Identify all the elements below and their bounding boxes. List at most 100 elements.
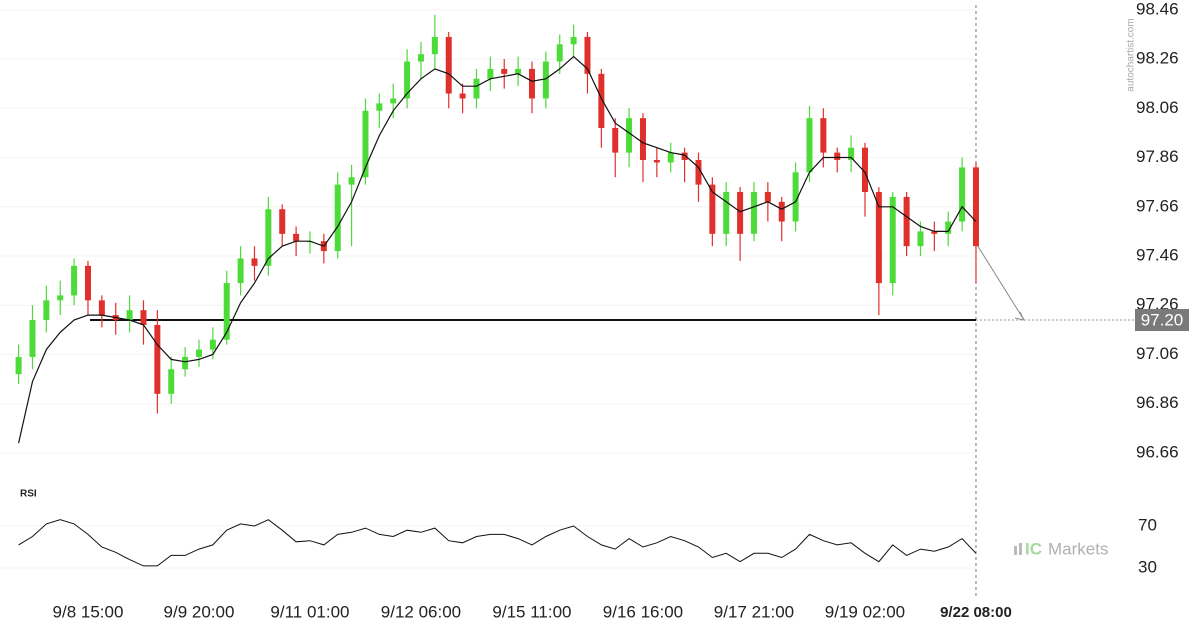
candle-body xyxy=(598,73,605,128)
candle-body xyxy=(445,36,452,94)
target-label-box xyxy=(1135,309,1189,331)
candle-body xyxy=(126,310,133,320)
candle-body xyxy=(71,265,78,296)
candle-body xyxy=(626,118,633,153)
candle-body xyxy=(182,356,189,370)
candle-body xyxy=(723,192,730,234)
candle-body xyxy=(695,160,702,185)
rsi-tick-label: 70 xyxy=(1138,515,1157,534)
candle-body xyxy=(154,324,161,394)
candle-body xyxy=(29,320,36,357)
candle-body xyxy=(542,61,549,99)
candle-body xyxy=(667,152,674,163)
candle-body xyxy=(43,300,50,320)
candle-body xyxy=(57,295,64,301)
candle-body xyxy=(917,231,924,247)
x-tick-label: 9/9 20:00 xyxy=(164,602,235,621)
candle-body xyxy=(417,54,424,62)
candle-body xyxy=(84,265,91,301)
candle-body xyxy=(15,356,22,375)
y-tick-label: 97.46 xyxy=(1136,245,1179,264)
candle-body xyxy=(945,221,952,234)
y-tick-label: 98.46 xyxy=(1136,0,1179,18)
candle-body xyxy=(237,258,244,284)
candle-body xyxy=(251,258,258,266)
target-label: 97.20 xyxy=(1141,310,1184,329)
candle-body xyxy=(501,68,508,74)
y-tick-label: 96.66 xyxy=(1136,442,1179,461)
candle-body xyxy=(848,147,855,160)
candle-body xyxy=(737,192,744,234)
candle-body xyxy=(570,36,577,45)
x-tick-label: 9/16 16:00 xyxy=(603,602,683,621)
candle-body xyxy=(653,160,660,163)
candle-body xyxy=(764,192,771,202)
candle-body xyxy=(778,201,785,222)
y-tick-label: 97.26 xyxy=(1136,295,1179,314)
candle-body xyxy=(515,68,522,74)
brand-logo: IC Markets xyxy=(1014,539,1108,558)
candle-body xyxy=(459,93,466,99)
x-tick-label: 9/22 08:00 xyxy=(940,604,1012,621)
candle-body xyxy=(903,196,910,247)
logo-bar xyxy=(1019,543,1022,555)
y-tick-label: 97.86 xyxy=(1136,147,1179,166)
y-tick-label: 97.66 xyxy=(1136,196,1179,215)
rsi-title: RSI xyxy=(20,489,37,500)
candle-body xyxy=(792,172,799,222)
candle-body xyxy=(972,167,979,247)
candle-body xyxy=(681,152,688,160)
candle-body xyxy=(875,192,882,284)
candle-body xyxy=(931,231,938,234)
watermark: autochartist.com xyxy=(1126,18,1137,91)
candle-body xyxy=(209,339,216,350)
x-tick-label: 9/11 01:00 xyxy=(270,602,349,621)
candle-body xyxy=(709,184,716,234)
brand-name: Markets xyxy=(1048,539,1108,558)
x-tick-label: 9/15 11:00 xyxy=(492,602,571,621)
logo-bar xyxy=(1014,546,1017,555)
candle-body xyxy=(834,152,841,160)
candle-body xyxy=(528,68,535,99)
y-tick-label: 98.26 xyxy=(1136,49,1179,68)
candle-body xyxy=(556,44,563,62)
candle-body xyxy=(473,78,480,99)
rsi-line xyxy=(18,519,977,567)
candle-body xyxy=(348,177,355,185)
y-tick-label: 98.06 xyxy=(1136,98,1179,117)
candle-body xyxy=(223,283,230,340)
candle-body xyxy=(806,118,813,173)
rsi-tick-label: 30 xyxy=(1138,557,1157,576)
candle-body xyxy=(612,128,619,153)
candle-body xyxy=(861,147,868,192)
candle-body xyxy=(820,118,827,153)
candle-body xyxy=(376,103,383,111)
candle-body xyxy=(487,68,494,79)
candle-body xyxy=(279,209,286,234)
candle-body xyxy=(195,349,202,357)
candle-body xyxy=(959,167,966,222)
y-tick-label: 96.86 xyxy=(1136,393,1179,412)
candle-body xyxy=(334,184,341,252)
forecast-arrow xyxy=(975,242,1025,321)
x-tick-label: 9/17 21:00 xyxy=(714,602,794,621)
candle-body xyxy=(362,110,369,178)
candle-body xyxy=(639,118,646,160)
x-tick-label: 9/12 06:00 xyxy=(381,602,461,621)
candle-body xyxy=(265,209,272,266)
candle-body xyxy=(168,369,175,394)
candle-body xyxy=(293,233,300,242)
candle-body xyxy=(98,300,105,316)
forecast-arrowhead xyxy=(1014,311,1025,321)
moving-average xyxy=(18,55,977,444)
x-tick-label: 9/8 15:00 xyxy=(53,602,124,621)
y-tick-label: 97.06 xyxy=(1136,344,1179,363)
candle-body xyxy=(390,98,397,104)
candle-body xyxy=(404,61,411,99)
x-tick-label: 9/19 02:00 xyxy=(825,602,905,621)
candle-body xyxy=(584,36,591,74)
candle-body xyxy=(889,196,896,284)
candle-body xyxy=(750,192,757,234)
